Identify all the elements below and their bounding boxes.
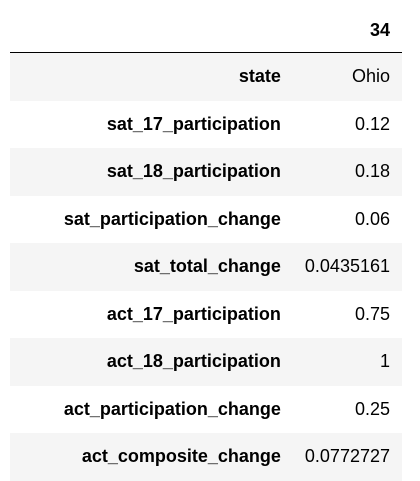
- cell-value: 0.25: [354, 398, 390, 419]
- table-row: act_composite_change 0.0772727: [10, 433, 402, 481]
- row-label: sat_18_participation: [106, 161, 281, 182]
- row-label: state: [238, 66, 281, 87]
- table-row: sat_18_participation 0.18: [10, 148, 402, 196]
- table-row: act_18_participation 1: [10, 338, 402, 386]
- column-header: 34: [292, 8, 402, 53]
- row-label: act_17_participation: [106, 303, 281, 324]
- cell-value: 0.75: [354, 303, 390, 324]
- cell-value: 0.0435161: [304, 256, 390, 277]
- cell-value: 0.0772727: [304, 446, 390, 467]
- row-label: act_participation_change: [63, 398, 281, 419]
- cell-value: 0.06: [354, 208, 390, 229]
- table-row: sat_participation_change 0.06: [10, 195, 402, 243]
- table-row: act_participation_change 0.25: [10, 385, 402, 433]
- table-row: sat_total_change 0.0435161: [10, 243, 402, 291]
- table-row: act_17_participation 0.75: [10, 290, 402, 338]
- table-body: state Ohio sat_17_participation 0.12 sat…: [10, 52, 402, 481]
- header-row: 34: [10, 8, 402, 53]
- cell-value: Ohio: [351, 66, 390, 87]
- row-label: sat_17_participation: [106, 113, 281, 134]
- row-label: act_composite_change: [81, 446, 281, 467]
- index-header-blank: [10, 8, 293, 53]
- dataframe-table: 34 state Ohio sat_17_participation 0.12 …: [10, 8, 402, 481]
- row-label: act_18_participation: [106, 351, 281, 372]
- table-header: 34: [10, 8, 402, 53]
- table-row: state Ohio: [10, 52, 402, 101]
- cell-value: 1: [379, 351, 390, 372]
- table-row: sat_17_participation 0.12: [10, 100, 402, 148]
- row-label: sat_total_change: [133, 256, 281, 277]
- cell-value: 0.18: [354, 161, 390, 182]
- cell-value: 0.12: [354, 113, 390, 134]
- row-label: sat_participation_change: [63, 208, 281, 229]
